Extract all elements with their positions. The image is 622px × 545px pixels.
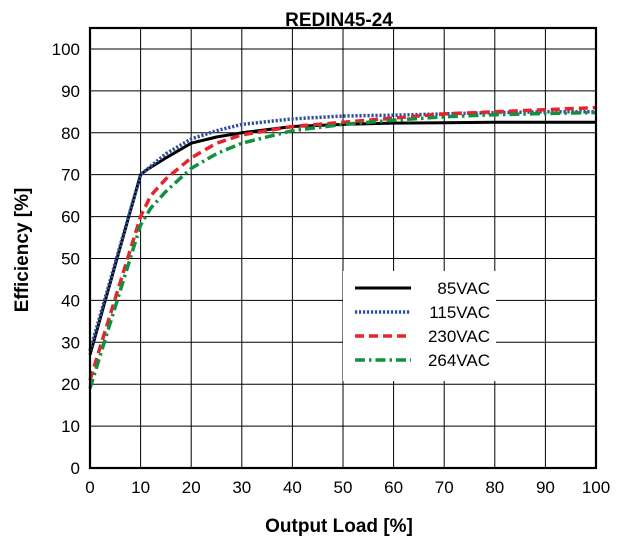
plot-frame [88,26,598,470]
y-tick-label: 80 [61,124,80,143]
series-line-115vac [88,110,596,352]
x-tick-label: 0 [85,478,94,497]
x-tick-label: 50 [334,478,353,497]
x-tick-label: 100 [582,478,610,497]
y-tick-label: 60 [61,208,80,227]
tick-labels: 0 10 20 30 40 50 60 70 80 90 100 0 10 20 30 40 50 60 70 80 9… [52,40,611,497]
legend-label: 115VAC [429,303,490,322]
legend-label: 85VAC [437,279,490,298]
y-tick-label: 10 [61,417,80,436]
y-tick-label: 30 [61,333,80,352]
y-tick-label: 50 [61,249,80,268]
y-tick-label: 100 [52,40,80,59]
x-axis-title: Output Load [%] [265,516,413,537]
legend: 85VAC 115VAC 230VAC 264VAC [343,271,496,381]
series-line-264vac [88,110,597,389]
legend-label: 230VAC [428,327,490,346]
y-tick-label: 0 [71,459,80,478]
y-tick-label: 20 [61,375,80,394]
x-tick-label: 90 [536,478,555,497]
x-tick-label: 10 [131,478,150,497]
series-lines [88,105,597,389]
legend-label: 264VAC [428,351,490,370]
x-tick-label: 20 [182,478,201,497]
x-tick-label: 80 [485,478,504,497]
x-tick-label: 40 [283,478,302,497]
y-axis-title: Efficiency [%] [12,188,33,313]
x-tick-label: 30 [232,478,251,497]
chart-title: REDIN45-24 [285,10,393,31]
y-tick-label: 40 [61,291,80,310]
x-tick-label: 70 [435,478,454,497]
series-line-230vac [88,105,597,381]
y-tick-label: 70 [61,166,80,185]
grid [89,28,597,469]
y-tick-label: 90 [61,82,80,101]
x-tick-label: 60 [384,478,403,497]
